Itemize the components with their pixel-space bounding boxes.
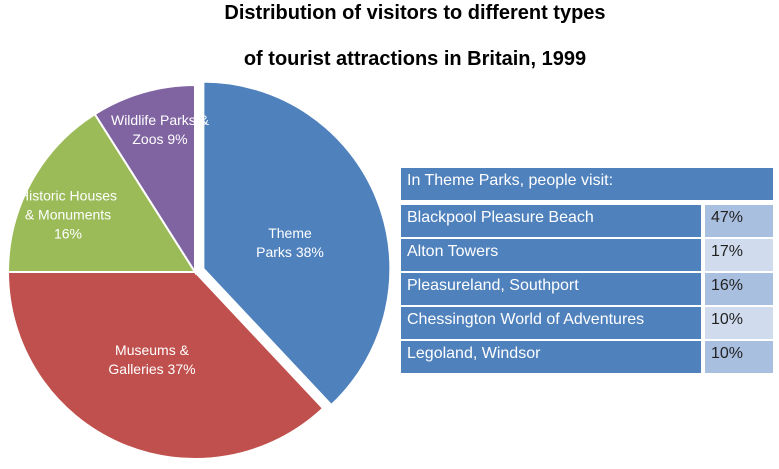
slice-value: 16% [53, 225, 83, 242]
pie-slice [6, 112, 197, 273]
pie-slice [202, 80, 392, 407]
slice-category: Theme Parks [256, 225, 312, 260]
slice-value: 37% [167, 361, 196, 377]
row-name: Alton Towers [401, 239, 701, 271]
slice-label: Museums & Galleries 37% [102, 341, 202, 379]
table-title: In Theme Parks, people visit: [401, 168, 773, 200]
pie-slice [6, 271, 325, 460]
slice-label: Historic Houses & Monuments 16% [18, 187, 118, 244]
row-value: 10% [705, 307, 773, 339]
row-value: 10% [705, 341, 773, 373]
chart-title: Distribution of visitors to different ty… [224, 2, 606, 24]
slice-value: 38% [295, 244, 324, 260]
row-name: Chessington World of Adventures [401, 307, 701, 339]
pie-slice [93, 83, 196, 276]
slice-label: Theme Parks 38% [250, 224, 330, 262]
slice-value: 9% [167, 131, 188, 147]
row-value: 17% [705, 239, 773, 271]
slice-category: Museums & Galleries [108, 342, 189, 377]
slice-category: Historic Houses & Monuments [18, 187, 118, 223]
row-name: Blackpool Pleasure Beach [401, 205, 701, 237]
slice-category: Wildlife Parks & Zoos [110, 112, 210, 147]
row-name: Legoland, Windsor [401, 341, 701, 373]
slice-label: Wildlife Parks & Zoos 9% [110, 111, 210, 149]
chart-subtitle: of tourist attractions in Britain, 1999 [243, 48, 587, 70]
row-value: 47% [705, 205, 773, 237]
row-name: Pleasureland, Southport [401, 273, 701, 305]
row-value: 16% [705, 273, 773, 305]
